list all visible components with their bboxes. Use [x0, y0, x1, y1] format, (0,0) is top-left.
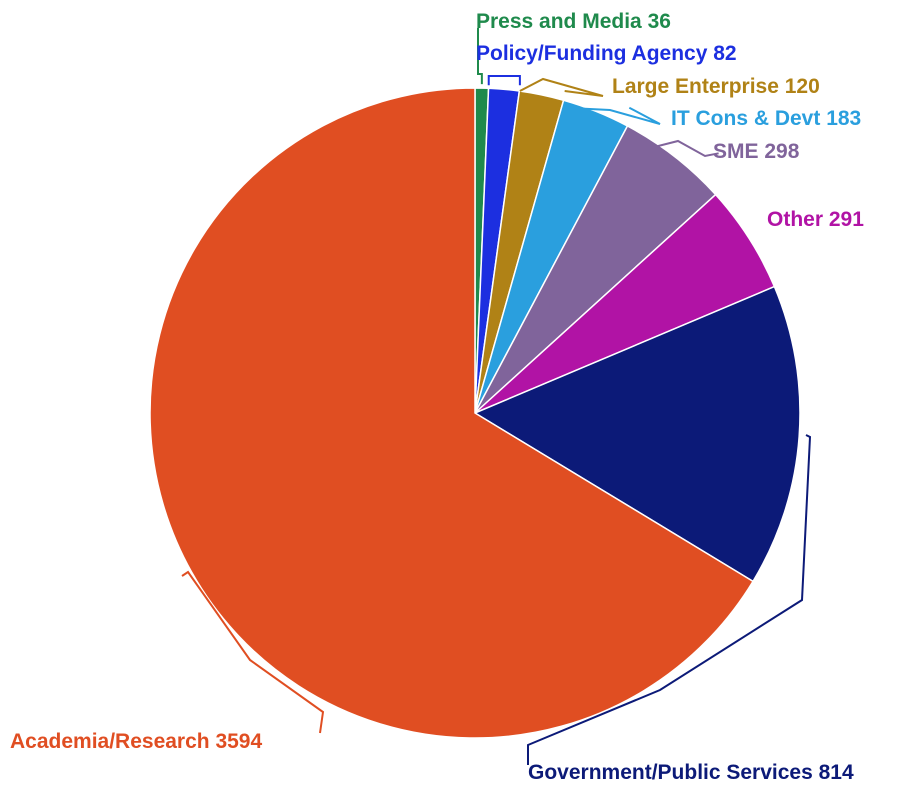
slice-label-value: 298 — [764, 140, 799, 163]
label-leaders — [181, 28, 812, 765]
slice-government-public-services — [473, 285, 801, 583]
data-label-policy-funding-agency: Policy/Funding Agency 82 — [476, 42, 737, 65]
data-label-it-cons-devt: IT Cons & Devt 183 — [671, 107, 861, 130]
slice-label-value: 82 — [713, 42, 736, 65]
leader-sme — [629, 139, 719, 158]
slice-label-value: 36 — [648, 10, 671, 33]
leader-government-public-services — [527, 434, 812, 765]
leader-press-and-media — [477, 28, 483, 85]
slice-label-name: Government/Public Services — [528, 761, 819, 784]
data-label-sme: SME 298 — [713, 140, 800, 163]
slice-label-name: Large Enterprise — [612, 75, 785, 98]
slice-label-name: Policy/Funding Agency — [476, 42, 713, 65]
data-label-other: Other 291 — [767, 208, 864, 231]
slice-label-value: 291 — [829, 208, 864, 231]
leader-academia-research — [181, 570, 325, 734]
slice-label-name: Other — [767, 208, 829, 231]
slice-label-name: Press and Media — [476, 10, 648, 33]
leader-large-enterprise — [519, 77, 604, 97]
data-label-press-and-media: Press and Media 36 — [476, 10, 671, 33]
slice-academia-research — [149, 87, 755, 739]
slice-label-value: 120 — [785, 75, 820, 98]
slice-label-name: Academia/Research — [10, 730, 215, 753]
slice-label-value: 183 — [826, 107, 861, 130]
slice-label-name: IT Cons & Devt — [671, 107, 826, 130]
pie-slices — [149, 87, 801, 739]
leader-it-cons-devt — [564, 106, 661, 125]
slice-labels: Press and Media 36 Policy/Funding Agency … — [10, 10, 864, 784]
data-label-government-public-services: Government/Public Services 814 — [528, 761, 854, 784]
data-label-academia-research: Academia/Research 3594 — [10, 730, 262, 753]
slice-label-name: SME — [713, 140, 764, 163]
leader-policy-funding-agency — [487, 75, 521, 86]
slice-label-value: 3594 — [215, 730, 262, 753]
data-label-large-enterprise: Large Enterprise 120 — [612, 75, 820, 98]
slice-label-value: 814 — [819, 761, 854, 784]
